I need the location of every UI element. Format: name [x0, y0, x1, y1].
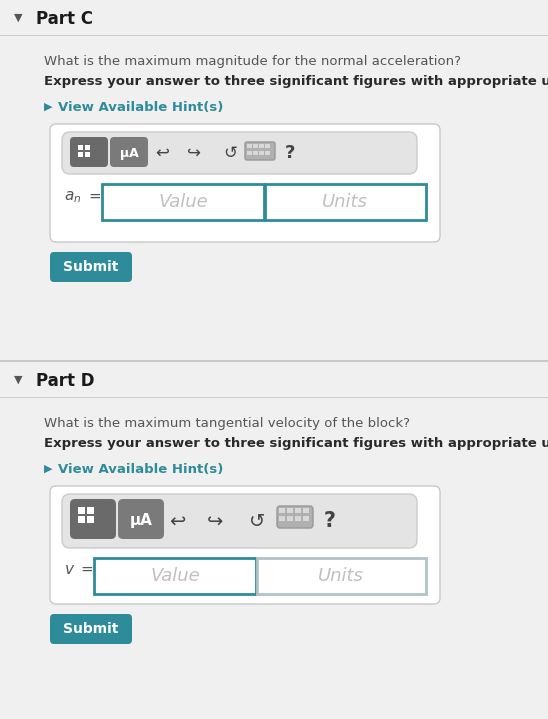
- Text: Part D: Part D: [36, 372, 94, 390]
- FancyBboxPatch shape: [62, 494, 417, 548]
- Text: Value: Value: [150, 567, 200, 585]
- Text: μA: μA: [119, 147, 139, 160]
- FancyBboxPatch shape: [62, 132, 417, 174]
- Bar: [87, 516, 94, 523]
- Bar: [295, 516, 301, 521]
- Bar: [287, 508, 293, 513]
- Text: $v$: $v$: [64, 562, 75, 577]
- Text: View Available Hint(s): View Available Hint(s): [58, 463, 224, 476]
- Text: ?: ?: [324, 511, 336, 531]
- Bar: [0, 362, 548, 398]
- Bar: [0, 397, 548, 398]
- Bar: [295, 508, 301, 513]
- Bar: [78, 145, 83, 150]
- FancyBboxPatch shape: [50, 124, 440, 242]
- Bar: [0, 290, 548, 372]
- FancyBboxPatch shape: [50, 614, 132, 644]
- Bar: [0, 360, 548, 362]
- Bar: [85, 145, 90, 150]
- FancyBboxPatch shape: [245, 142, 275, 160]
- Bar: [257, 558, 426, 594]
- Text: View Available Hint(s): View Available Hint(s): [58, 101, 224, 114]
- Text: ↩: ↩: [155, 144, 169, 162]
- Bar: [247, 151, 252, 155]
- Text: Value: Value: [158, 193, 208, 211]
- Bar: [78, 152, 83, 157]
- Text: μA: μA: [129, 513, 152, 528]
- Text: ▼: ▼: [14, 375, 22, 385]
- Text: ▼: ▼: [14, 13, 22, 23]
- Text: =: =: [88, 189, 101, 204]
- Text: ↩: ↩: [169, 511, 185, 531]
- FancyBboxPatch shape: [50, 486, 440, 604]
- Bar: [265, 184, 426, 220]
- Text: =: =: [80, 562, 93, 577]
- Bar: [247, 144, 252, 148]
- Text: ▶: ▶: [44, 464, 53, 474]
- FancyBboxPatch shape: [50, 252, 132, 282]
- Text: ↪: ↪: [187, 144, 201, 162]
- Bar: [78, 516, 85, 523]
- Bar: [253, 151, 258, 155]
- Bar: [279, 516, 285, 521]
- Bar: [87, 507, 94, 514]
- Text: What is the maximum tangential velocity of the block?: What is the maximum tangential velocity …: [44, 417, 410, 430]
- Bar: [259, 144, 264, 148]
- Bar: [94, 558, 256, 594]
- Bar: [303, 508, 309, 513]
- Bar: [78, 507, 85, 514]
- Bar: [0, 0, 548, 36]
- Text: ↪: ↪: [207, 511, 223, 531]
- Text: $a_n$: $a_n$: [64, 189, 81, 205]
- Text: ↺: ↺: [249, 511, 265, 531]
- Bar: [85, 152, 90, 157]
- FancyBboxPatch shape: [277, 506, 313, 528]
- Bar: [259, 151, 264, 155]
- Bar: [253, 144, 258, 148]
- Bar: [102, 184, 264, 220]
- Text: Units: Units: [318, 567, 364, 585]
- Text: What is the maximum magnitude for the normal acceleration?: What is the maximum magnitude for the no…: [44, 55, 461, 68]
- Bar: [287, 516, 293, 521]
- FancyBboxPatch shape: [70, 137, 108, 167]
- Text: ?: ?: [285, 144, 295, 162]
- Bar: [279, 508, 285, 513]
- Text: Express your answer to three significant figures with appropriate units.: Express your answer to three significant…: [44, 75, 548, 88]
- Text: Part C: Part C: [36, 10, 93, 28]
- FancyBboxPatch shape: [118, 499, 164, 539]
- Bar: [0, 36, 548, 336]
- Text: Submit: Submit: [64, 260, 119, 274]
- Bar: [265, 151, 270, 155]
- Bar: [0, 35, 548, 36]
- FancyBboxPatch shape: [110, 137, 148, 167]
- Text: Units: Units: [322, 193, 368, 211]
- Text: ▶: ▶: [44, 102, 53, 112]
- Text: Express your answer to three significant figures with appropriate units.: Express your answer to three significant…: [44, 437, 548, 450]
- Text: Submit: Submit: [64, 622, 119, 636]
- Text: ↺: ↺: [223, 144, 237, 162]
- Bar: [265, 144, 270, 148]
- FancyBboxPatch shape: [70, 499, 116, 539]
- Bar: [0, 398, 548, 698]
- Bar: [303, 516, 309, 521]
